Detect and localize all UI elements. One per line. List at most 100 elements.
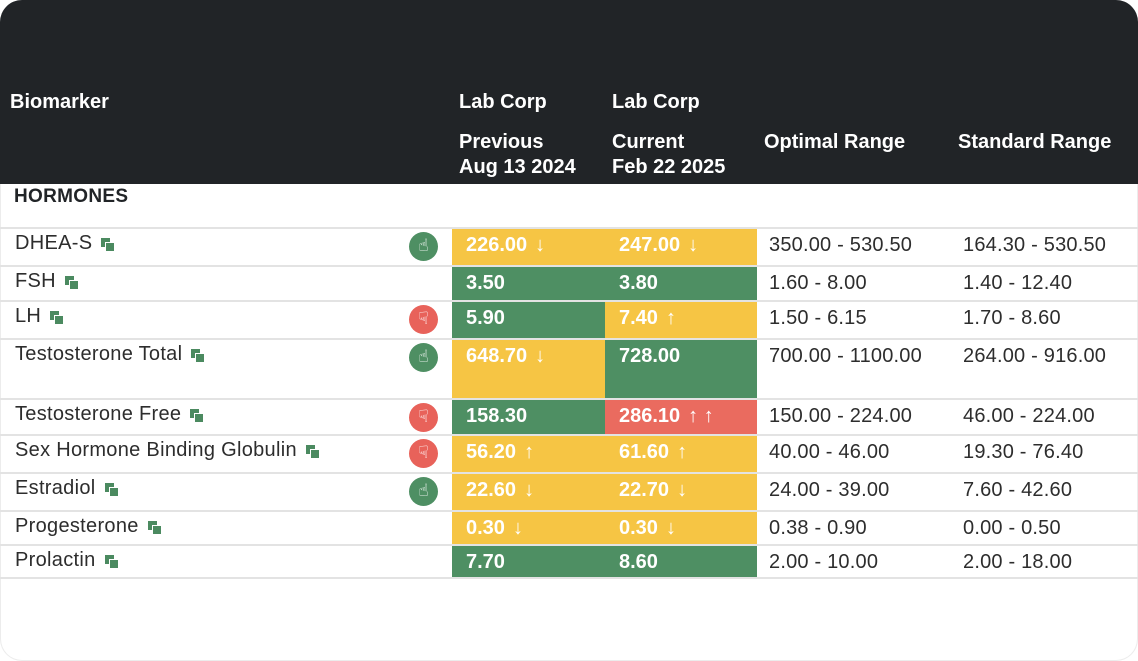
copy-icon[interactable] bbox=[64, 275, 78, 289]
current-value: 3.80 bbox=[619, 272, 658, 294]
current-value-cell: 247.00 ↓ bbox=[605, 229, 757, 265]
optimal-range: 40.00 - 46.00 bbox=[769, 441, 890, 463]
copy-icon[interactable] bbox=[50, 310, 64, 324]
current-value: 728.00 bbox=[619, 345, 681, 367]
current-date-header: Feb 22 2025 bbox=[612, 156, 726, 178]
biomarker-name[interactable]: Sex Hormone Binding Globulin bbox=[15, 439, 319, 462]
optimal-range: 150.00 - 224.00 bbox=[769, 405, 913, 427]
arrow-up-icon: ↑ bbox=[677, 441, 688, 463]
thumbs-down-icon[interactable]: ☟ bbox=[409, 439, 438, 468]
row-divider bbox=[0, 510, 1138, 512]
current-value: 8.60 bbox=[619, 551, 658, 573]
biomarker-name[interactable]: Testosterone Free bbox=[15, 403, 204, 426]
table-row[interactable]: Estradiol ☝ 22.60 ↓ 22.70 ↓ 24.00 - 39.00 7.60 … bbox=[0, 472, 1138, 510]
thumbs-down-icon[interactable]: ☟ bbox=[409, 305, 438, 334]
optimal-range: 1.60 - 8.00 bbox=[769, 272, 867, 294]
current-value-cell: 0.30 ↓ bbox=[605, 512, 757, 544]
biomarker-label: Prolactin bbox=[15, 549, 96, 571]
thumbs-up-icon[interactable]: ☝ bbox=[409, 343, 438, 372]
previous-value-cell: 5.90 bbox=[452, 302, 605, 338]
previous-value-cell: 158.30 bbox=[452, 400, 605, 434]
previous-value-cell: 0.30 ↓ bbox=[452, 512, 605, 544]
row-divider bbox=[0, 472, 1138, 474]
biomarker-name[interactable]: Progesterone bbox=[15, 515, 161, 538]
standard-range: 1.70 - 8.60 bbox=[963, 307, 1061, 329]
standard-range: 2.00 - 18.00 bbox=[963, 551, 1073, 573]
copy-icon[interactable] bbox=[191, 348, 205, 362]
optimal-range: 1.50 - 6.15 bbox=[769, 307, 867, 329]
biomarker-name[interactable]: Prolactin bbox=[15, 549, 118, 572]
section-title-hormones: HORMONES bbox=[14, 186, 129, 207]
biomarker-name[interactable]: DHEA-S bbox=[15, 232, 115, 255]
previous-value: 0.30 bbox=[466, 517, 505, 539]
copy-icon[interactable] bbox=[147, 520, 161, 534]
current-value: 286.10 bbox=[619, 405, 681, 427]
previous-value-cell: 3.50 bbox=[452, 267, 605, 300]
current-value-cell: 3.80 bbox=[605, 267, 757, 300]
table-row[interactable]: Prolactin 7.70 8.60 2.00 - 10.00 2.00 - 18.0… bbox=[0, 544, 1138, 578]
biomarker-label: FSH bbox=[15, 270, 56, 292]
copy-icon[interactable] bbox=[104, 554, 118, 568]
arrow-down-icon: ↓ bbox=[535, 234, 546, 256]
table-row[interactable]: DHEA-S ☝ 226.00 ↓ 247.00 ↓ 350.00 - 530.50 164.… bbox=[0, 227, 1138, 265]
arrow-down-icon: ↓ bbox=[688, 234, 699, 256]
table-row[interactable]: FSH 3.50 3.80 1.60 - 8.00 1.40 - 12.40 bbox=[0, 265, 1138, 300]
previous-value: 648.70 bbox=[466, 345, 528, 367]
standard-range: 264.00 - 916.00 bbox=[963, 345, 1107, 367]
biomarker-name[interactable]: Testosterone Total bbox=[15, 343, 205, 366]
current-value-cell: 728.00 bbox=[605, 340, 757, 398]
standard-range: 1.40 - 12.40 bbox=[963, 272, 1073, 294]
arrow-down-icon: ↓ bbox=[677, 479, 688, 501]
standard-range: 0.00 - 0.50 bbox=[963, 517, 1061, 539]
current-value-cell: 286.10 ↑ ↑ bbox=[605, 400, 757, 434]
thumbs-up-icon[interactable]: ☝ bbox=[409, 477, 438, 506]
biomarker-label: Testosterone Free bbox=[15, 403, 182, 425]
current-value: 61.60 bbox=[619, 441, 670, 463]
current-value-cell: 8.60 bbox=[605, 546, 757, 578]
biomarker-name[interactable]: FSH bbox=[15, 270, 78, 293]
optimal-range: 700.00 - 1100.00 bbox=[769, 345, 922, 367]
current-lab-header: Lab Corp bbox=[612, 91, 700, 113]
previous-value-cell: 22.60 ↓ bbox=[452, 474, 605, 510]
biomarker-label: Progesterone bbox=[15, 515, 139, 537]
biomarker-label: Sex Hormone Binding Globulin bbox=[15, 439, 297, 461]
copy-icon[interactable] bbox=[104, 482, 118, 496]
thumbs-down-icon[interactable]: ☟ bbox=[409, 403, 438, 432]
table-row[interactable]: Sex Hormone Binding Globulin ☟ 56.20 ↑ 61.60… bbox=[0, 434, 1138, 472]
previous-value-cell: 7.70 bbox=[452, 546, 605, 578]
row-divider bbox=[0, 300, 1138, 302]
arrow-down-icon: ↓ bbox=[665, 517, 676, 539]
biomarker-label: LH bbox=[15, 305, 42, 327]
optimal-range: 0.38 - 0.90 bbox=[769, 517, 867, 539]
table-row[interactable]: LH ☟ 5.90 7.40 ↑ 1.50 - 6.15 1.70 - 8.60 bbox=[0, 300, 1138, 338]
optimal-range-header: Optimal Range bbox=[764, 131, 906, 153]
biomarker-name[interactable]: Estradiol bbox=[15, 477, 118, 500]
biomarker-label: Estradiol bbox=[15, 477, 96, 499]
previous-value: 56.20 bbox=[466, 441, 517, 463]
previous-value-cell: 648.70 ↓ bbox=[452, 340, 605, 398]
arrow-down-icon: ↓ bbox=[524, 479, 535, 501]
thumbs-up-icon[interactable]: ☝ bbox=[409, 232, 438, 261]
previous-value: 7.70 bbox=[466, 551, 505, 573]
previous-label-header: Previous bbox=[459, 131, 544, 153]
row-divider bbox=[0, 338, 1138, 340]
copy-icon[interactable] bbox=[101, 237, 115, 251]
biomarker-column-header: Biomarker bbox=[10, 91, 109, 113]
copy-icon[interactable] bbox=[190, 408, 204, 422]
table-row[interactable]: Testosterone Total ☝ 648.70 ↓ 728.00 700.00 -… bbox=[0, 338, 1138, 398]
current-value: 7.40 bbox=[619, 307, 658, 329]
current-value-cell: 61.60 ↑ bbox=[605, 436, 757, 472]
arrow-down-icon: ↓ bbox=[535, 345, 546, 367]
table-row[interactable]: Progesterone 0.30 ↓ 0.30 ↓ 0.38 - 0.90 0.00 - … bbox=[0, 510, 1138, 544]
table-row[interactable]: Testosterone Free ☟ 158.30 286.10 ↑ ↑ 150.00 … bbox=[0, 398, 1138, 434]
standard-range: 164.30 - 530.50 bbox=[963, 234, 1107, 256]
row-divider bbox=[0, 398, 1138, 400]
current-value: 247.00 bbox=[619, 234, 681, 256]
previous-value-cell: 226.00 ↓ bbox=[452, 229, 605, 265]
biomarker-name[interactable]: LH bbox=[15, 305, 64, 328]
copy-icon[interactable] bbox=[305, 444, 319, 458]
previous-value: 22.60 bbox=[466, 479, 517, 501]
standard-range: 46.00 - 224.00 bbox=[963, 405, 1095, 427]
row-divider bbox=[0, 434, 1138, 436]
